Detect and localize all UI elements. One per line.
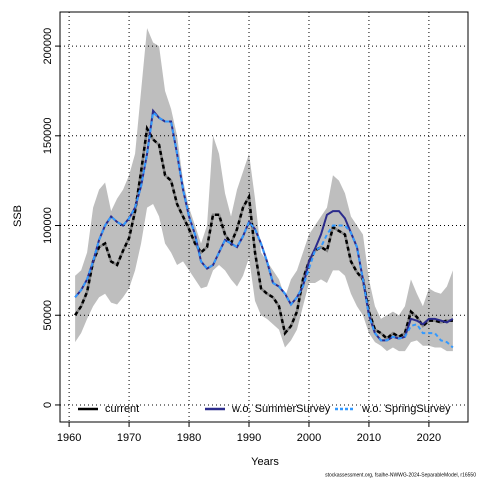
x-tick-label: 2000: [297, 432, 321, 444]
footer: stockassessment.org, fsalhe-NWWG-2024-Se…: [325, 472, 476, 478]
legend-label: w.o. SummerSurvey: [231, 403, 331, 415]
x-tick-label: 2010: [357, 432, 381, 444]
plot-frame: [59, 11, 469, 423]
y-tick-label: 150000: [42, 117, 54, 154]
legend-label: w.o. SpringSurvey: [361, 403, 451, 415]
x-tick-label: 1970: [117, 432, 141, 444]
series-line: [74, 124, 453, 341]
y-tick-label: 200000: [42, 28, 54, 65]
x-tick-label: 1980: [177, 432, 201, 444]
x-tick-label: 1990: [237, 432, 261, 444]
x-axis-label: Years: [251, 456, 279, 468]
legend-label: current: [105, 403, 139, 415]
x-tick-label: 2020: [417, 432, 441, 444]
confidence-band: [75, 28, 453, 352]
y-axis-label: SSB: [12, 205, 24, 227]
series-line: [74, 110, 454, 349]
x-tick-label: 1960: [57, 432, 81, 444]
y-tick-label: 100000: [42, 207, 54, 244]
y-tick-label: 0: [42, 402, 54, 408]
y-tick-label: 50000: [42, 300, 54, 331]
